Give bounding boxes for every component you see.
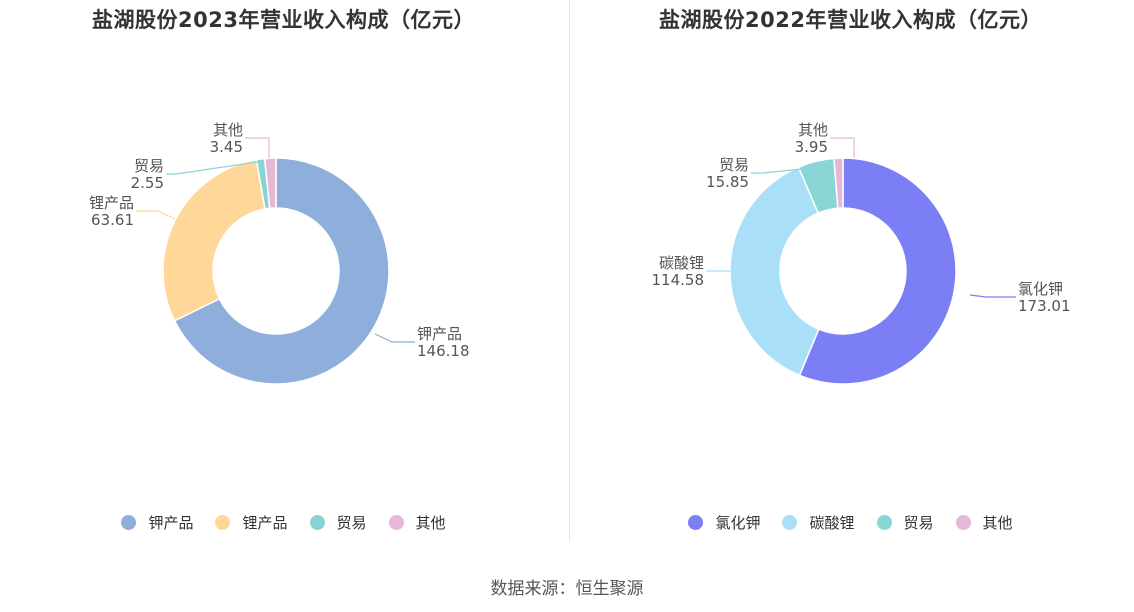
legend-marker xyxy=(388,515,404,530)
legend-label: 锂产品 xyxy=(242,514,288,532)
legend-label: 贸易 xyxy=(336,514,367,532)
legend-item-other[interactable]: 其他 xyxy=(388,512,446,533)
chart-title-2022: 盐湖股份2022年营业收入构成（亿元） xyxy=(659,8,1042,32)
label-value-potassium-chloride: 173.01 xyxy=(1018,297,1071,315)
legend-item-lithium-carbonate[interactable]: 碳酸锂 xyxy=(782,512,855,533)
legend-item-lithium-products[interactable]: 锂产品 xyxy=(215,512,288,533)
legend-marker xyxy=(309,515,325,530)
legend-2022: 氯化钾 碳酸锂 贸易 其他 xyxy=(567,512,1134,533)
label-name-lithium-carbonate: 碳酸锂 xyxy=(659,254,704,272)
slice-other[interactable] xyxy=(833,157,844,210)
label-name-trade: 贸易 xyxy=(134,157,164,175)
label-line-potash-products xyxy=(374,333,415,343)
legend-marker xyxy=(955,515,971,530)
legend-label: 其他 xyxy=(982,514,1013,532)
label-name-trade: 贸易 xyxy=(719,156,749,174)
label-line-lithium-products xyxy=(136,210,176,220)
legend-item-other[interactable]: 其他 xyxy=(955,512,1013,533)
legend-marker xyxy=(215,515,231,530)
slice-potash-products[interactable] xyxy=(173,157,390,385)
label-value-lithium-products: 63.61 xyxy=(91,211,134,229)
label-name-lithium-products: 锂产品 xyxy=(89,194,134,212)
legend-label: 氯化钾 xyxy=(715,514,761,532)
label-line-other xyxy=(830,137,855,158)
label-line-potassium-chloride xyxy=(969,294,1016,298)
slice-lithium-products[interactable] xyxy=(162,158,266,322)
label-value-other: 3.45 xyxy=(210,138,243,156)
chart-2022-panel: 盐湖股份2022年营业收入构成（亿元） 氯化钾 173.01 碳酸锂 114.58 贸易… xyxy=(567,0,1134,560)
label-value-trade: 15.85 xyxy=(706,173,749,191)
label-line-trade xyxy=(166,160,265,175)
legend-label: 钾产品 xyxy=(148,514,194,532)
legend-label: 贸易 xyxy=(903,514,934,532)
legend-label: 碳酸锂 xyxy=(809,514,855,532)
label-name-other: 其他 xyxy=(213,121,243,139)
label-value-other: 3.95 xyxy=(795,138,828,156)
slice-lithium-carbonate[interactable] xyxy=(729,166,820,377)
data-source-note: 数据来源：恒生聚源 xyxy=(490,579,644,599)
legend-item-trade[interactable]: 贸易 xyxy=(876,512,934,533)
label-line-trade xyxy=(751,165,833,174)
legend-2023: 钾产品 锂产品 贸易 其他 xyxy=(0,512,567,533)
slice-other[interactable] xyxy=(263,157,277,210)
slice-potassium-chloride[interactable] xyxy=(798,157,957,385)
legend-marker xyxy=(688,515,704,530)
chart-2023-panel: 盐湖股份2023年营业收入构成（亿元） 钾产品 146.18 锂产品 63.61 贸易 2… xyxy=(0,0,567,560)
legend-marker xyxy=(121,515,137,530)
label-name-potassium-chloride: 氯化钾 xyxy=(1018,280,1063,298)
legend-item-trade[interactable]: 贸易 xyxy=(309,512,367,533)
label-value-potash-products: 146.18 xyxy=(417,342,470,360)
label-value-lithium-carbonate: 114.58 xyxy=(652,271,705,289)
legend-item-potash-products[interactable]: 钾产品 xyxy=(121,512,193,533)
legend-marker xyxy=(782,515,798,530)
label-line-other xyxy=(245,137,270,158)
legend-marker xyxy=(876,515,892,530)
label-name-potash-products: 钾产品 xyxy=(417,325,462,343)
label-value-trade: 2.55 xyxy=(131,174,164,192)
legend-item-potassium-chloride[interactable]: 氯化钾 xyxy=(688,512,760,533)
panel-divider xyxy=(569,0,570,542)
chart-title-2023: 盐湖股份2023年营业收入构成（亿元） xyxy=(92,8,475,32)
label-name-other: 其他 xyxy=(798,121,828,139)
legend-label: 其他 xyxy=(415,514,446,532)
